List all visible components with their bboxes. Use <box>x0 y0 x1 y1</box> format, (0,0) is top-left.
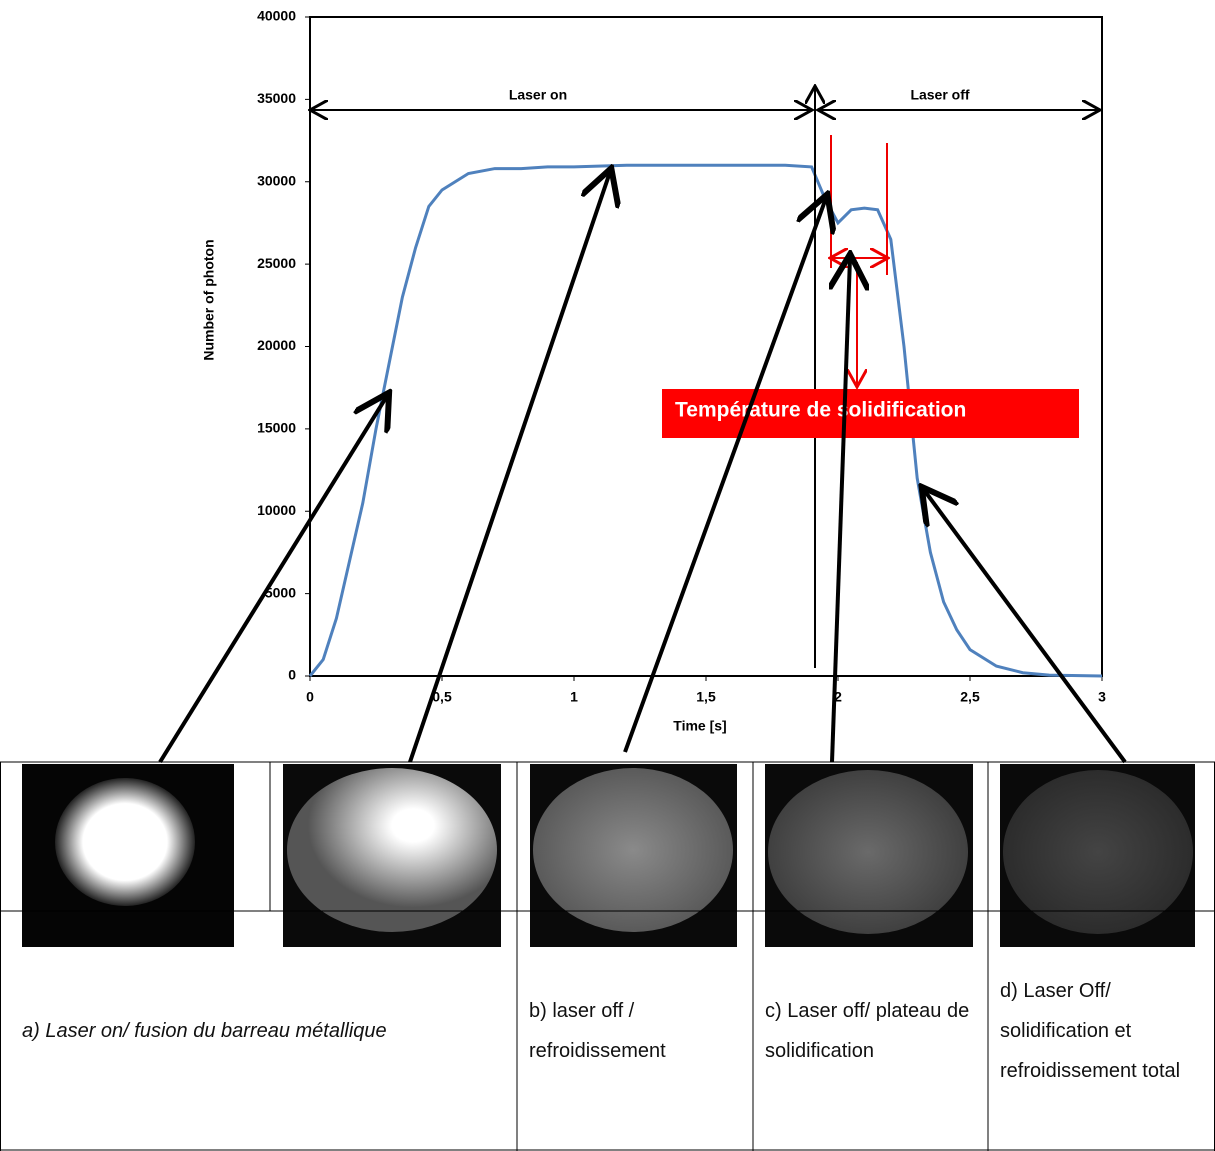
x-tick-label: 0,5 <box>432 689 452 705</box>
caption: b) laser off / refroidissement <box>529 1000 666 1062</box>
y-axis-title: Number of photon <box>201 239 217 360</box>
x-tick-label: 2 <box>834 689 842 705</box>
table-grid <box>0 761 1215 1151</box>
x-tick-label: 2,5 <box>960 689 980 705</box>
image <box>533 768 733 932</box>
image <box>55 778 195 906</box>
image <box>1003 770 1193 934</box>
annotation: Laser off <box>910 87 969 103</box>
x-tick-label: 1 <box>570 689 578 705</box>
y-tick-label: 10000 <box>257 502 296 518</box>
y-tick-label: 5000 <box>265 584 296 600</box>
image <box>768 770 968 934</box>
plot: 0 5000 10000 15000 20000 25000 30000 35000 40000… <box>257 8 1106 705</box>
pointer-arrows <box>158 172 1127 764</box>
caption: a) Laser on/ fusion du barreau métalliqu… <box>22 1020 387 1042</box>
annotation-box <box>662 389 1079 438</box>
y-tick-label: 35000 <box>257 90 296 106</box>
x-tick-label: 1,5 <box>696 689 716 705</box>
data-line <box>308 163 1103 678</box>
caption: d) Laser Off/ solidification et refroidi… <box>1000 980 1181 1082</box>
y-tick-label: 30000 <box>257 172 296 188</box>
y-tick-label: 0 <box>288 667 296 683</box>
caption: c) Laser off/ plateau de solidification <box>765 1000 970 1062</box>
plot-frame <box>309 16 1103 677</box>
x-tick-label: 3 <box>1098 689 1106 705</box>
y-tick-label: 20000 <box>257 337 296 353</box>
y-tick-label: 40000 <box>257 8 296 24</box>
annotation: Température de solidification <box>675 399 966 422</box>
x-tick-label: 0 <box>306 689 314 705</box>
y-tick-label: 25000 <box>257 255 296 271</box>
y-tick-label: 15000 <box>257 420 296 436</box>
annotation: Laser on <box>509 87 567 103</box>
x-axis-title: Time [s] <box>673 718 726 734</box>
image <box>287 768 497 932</box>
